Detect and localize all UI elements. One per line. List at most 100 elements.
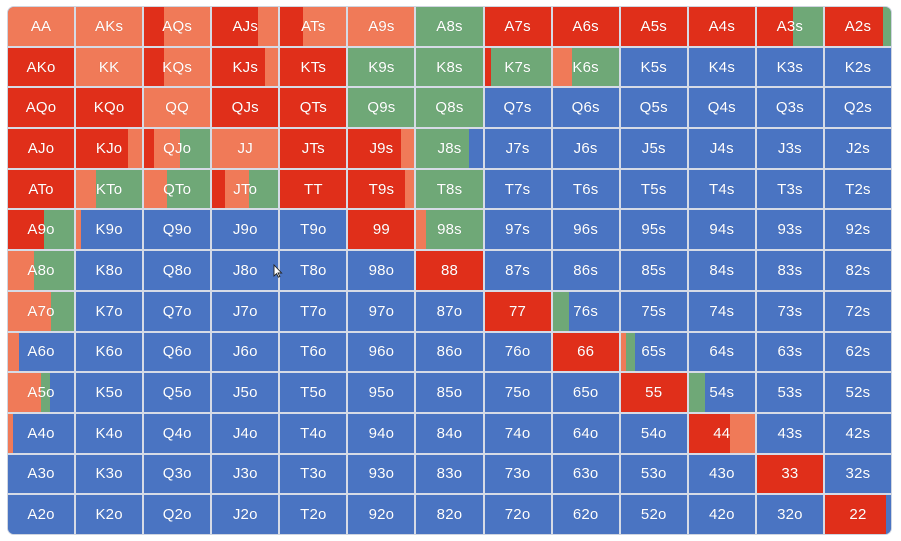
hand-cell-63o[interactable]: 63o: [552, 454, 619, 494]
hand-cell-75s[interactable]: 75s: [620, 291, 687, 331]
hand-cell-J8o[interactable]: J8o: [212, 251, 279, 290]
hand-cell-T7o[interactable]: T7o: [280, 291, 347, 331]
hand-cell-K3s[interactable]: K3s: [756, 47, 823, 87]
hand-cell-Q3s[interactable]: Q3s: [756, 88, 823, 128]
hand-cell-J9o[interactable]: J9o: [212, 210, 279, 250]
hand-cell-84o[interactable]: 84o: [416, 413, 483, 453]
hand-cell-AKo[interactable]: AKo: [8, 47, 75, 87]
hand-cell-A3s[interactable]: A3s: [756, 7, 823, 46]
hand-cell-K2o[interactable]: K2o: [76, 495, 143, 534]
hand-cell-AJs[interactable]: AJs: [212, 7, 279, 46]
hand-cell-86s[interactable]: 86s: [552, 251, 619, 290]
hand-cell-T5o[interactable]: T5o: [280, 373, 347, 412]
hand-cell-T5s[interactable]: T5s: [620, 169, 687, 209]
hand-cell-42o[interactable]: 42o: [688, 495, 755, 534]
hand-cell-44[interactable]: 44: [688, 413, 755, 453]
hand-cell-73o[interactable]: 73o: [484, 454, 551, 494]
hand-cell-K8o[interactable]: K8o: [76, 251, 143, 290]
hand-cell-KTo[interactable]: KTo: [76, 169, 143, 209]
hand-cell-87o[interactable]: 87o: [416, 291, 483, 331]
hand-cell-Q8o[interactable]: Q8o: [144, 251, 211, 290]
hand-cell-K3o[interactable]: K3o: [76, 454, 143, 494]
hand-cell-96s[interactable]: 96s: [552, 210, 619, 250]
hand-cell-Q2o[interactable]: Q2o: [144, 495, 211, 534]
hand-cell-AJo[interactable]: AJo: [8, 129, 75, 168]
hand-cell-97s[interactable]: 97s: [484, 210, 551, 250]
hand-cell-72s[interactable]: 72s: [824, 291, 891, 331]
hand-cell-A8s[interactable]: A8s: [416, 7, 483, 46]
hand-cell-82o[interactable]: 82o: [416, 495, 483, 534]
hand-cell-Q3o[interactable]: Q3o: [144, 454, 211, 494]
hand-cell-92s[interactable]: 92s: [824, 210, 891, 250]
hand-cell-AKs[interactable]: AKs: [76, 7, 143, 46]
hand-cell-95s[interactable]: 95s: [620, 210, 687, 250]
hand-cell-76s[interactable]: 76s: [552, 291, 619, 331]
hand-cell-A9o[interactable]: A9o: [8, 210, 75, 250]
hand-cell-52s[interactable]: 52s: [824, 373, 891, 412]
hand-cell-72o[interactable]: 72o: [484, 495, 551, 534]
hand-cell-QTs[interactable]: QTs: [280, 88, 347, 128]
hand-cell-A5o[interactable]: A5o: [8, 373, 75, 412]
hand-cell-85o[interactable]: 85o: [416, 373, 483, 412]
hand-cell-T9s[interactable]: T9s: [348, 169, 415, 209]
hand-cell-J7o[interactable]: J7o: [212, 291, 279, 331]
hand-cell-QTo[interactable]: QTo: [144, 169, 211, 209]
hand-cell-KJo[interactable]: KJo: [76, 129, 143, 168]
hand-cell-K9o[interactable]: K9o: [76, 210, 143, 250]
hand-cell-Q6o[interactable]: Q6o: [144, 332, 211, 372]
hand-cell-T4o[interactable]: T4o: [280, 413, 347, 453]
hand-cell-K9s[interactable]: K9s: [348, 47, 415, 87]
hand-cell-J4o[interactable]: J4o: [212, 413, 279, 453]
hand-cell-83s[interactable]: 83s: [756, 251, 823, 290]
hand-cell-JJ[interactable]: JJ: [212, 129, 279, 168]
hand-cell-Q2s[interactable]: Q2s: [824, 88, 891, 128]
hand-cell-T4s[interactable]: T4s: [688, 169, 755, 209]
hand-cell-K7o[interactable]: K7o: [76, 291, 143, 331]
hand-cell-94s[interactable]: 94s: [688, 210, 755, 250]
hand-cell-K4s[interactable]: K4s: [688, 47, 755, 87]
hand-cell-74o[interactable]: 74o: [484, 413, 551, 453]
hand-cell-A3o[interactable]: A3o: [8, 454, 75, 494]
hand-cell-AQo[interactable]: AQo: [8, 88, 75, 128]
hand-cell-63s[interactable]: 63s: [756, 332, 823, 372]
hand-cell-Q8s[interactable]: Q8s: [416, 88, 483, 128]
hand-cell-75o[interactable]: 75o: [484, 373, 551, 412]
hand-cell-53o[interactable]: 53o: [620, 454, 687, 494]
hand-cell-A4s[interactable]: A4s: [688, 7, 755, 46]
hand-cell-98s[interactable]: 98s: [416, 210, 483, 250]
hand-cell-T2o[interactable]: T2o: [280, 495, 347, 534]
hand-cell-Q9s[interactable]: Q9s: [348, 88, 415, 128]
hand-cell-A5s[interactable]: A5s: [620, 7, 687, 46]
hand-cell-82s[interactable]: 82s: [824, 251, 891, 290]
hand-cell-A4o[interactable]: A4o: [8, 413, 75, 453]
hand-cell-K6o[interactable]: K6o: [76, 332, 143, 372]
hand-cell-A2o[interactable]: A2o: [8, 495, 75, 534]
hand-cell-74s[interactable]: 74s: [688, 291, 755, 331]
hand-cell-Q7o[interactable]: Q7o: [144, 291, 211, 331]
hand-cell-32o[interactable]: 32o: [756, 495, 823, 534]
hand-cell-JTo[interactable]: JTo: [212, 169, 279, 209]
hand-cell-94o[interactable]: 94o: [348, 413, 415, 453]
hand-cell-85s[interactable]: 85s: [620, 251, 687, 290]
hand-cell-Q7s[interactable]: Q7s: [484, 88, 551, 128]
hand-cell-KJs[interactable]: KJs: [212, 47, 279, 87]
hand-cell-ATs[interactable]: ATs: [280, 7, 347, 46]
hand-cell-K6s[interactable]: K6s: [552, 47, 619, 87]
hand-cell-J8s[interactable]: J8s: [416, 129, 483, 168]
hand-cell-ATo[interactable]: ATo: [8, 169, 75, 209]
hand-cell-K8s[interactable]: K8s: [416, 47, 483, 87]
hand-cell-J9s[interactable]: J9s: [348, 129, 415, 168]
hand-cell-JTs[interactable]: JTs: [280, 129, 347, 168]
hand-cell-64s[interactable]: 64s: [688, 332, 755, 372]
hand-cell-AA[interactable]: AA: [8, 7, 75, 46]
hand-cell-K5o[interactable]: K5o: [76, 373, 143, 412]
hand-cell-J2s[interactable]: J2s: [824, 129, 891, 168]
hand-cell-T3s[interactable]: T3s: [756, 169, 823, 209]
hand-cell-K5s[interactable]: K5s: [620, 47, 687, 87]
hand-cell-J2o[interactable]: J2o: [212, 495, 279, 534]
hand-cell-65o[interactable]: 65o: [552, 373, 619, 412]
hand-cell-86o[interactable]: 86o: [416, 332, 483, 372]
hand-cell-76o[interactable]: 76o: [484, 332, 551, 372]
hand-cell-J6o[interactable]: J6o: [212, 332, 279, 372]
hand-cell-93s[interactable]: 93s: [756, 210, 823, 250]
